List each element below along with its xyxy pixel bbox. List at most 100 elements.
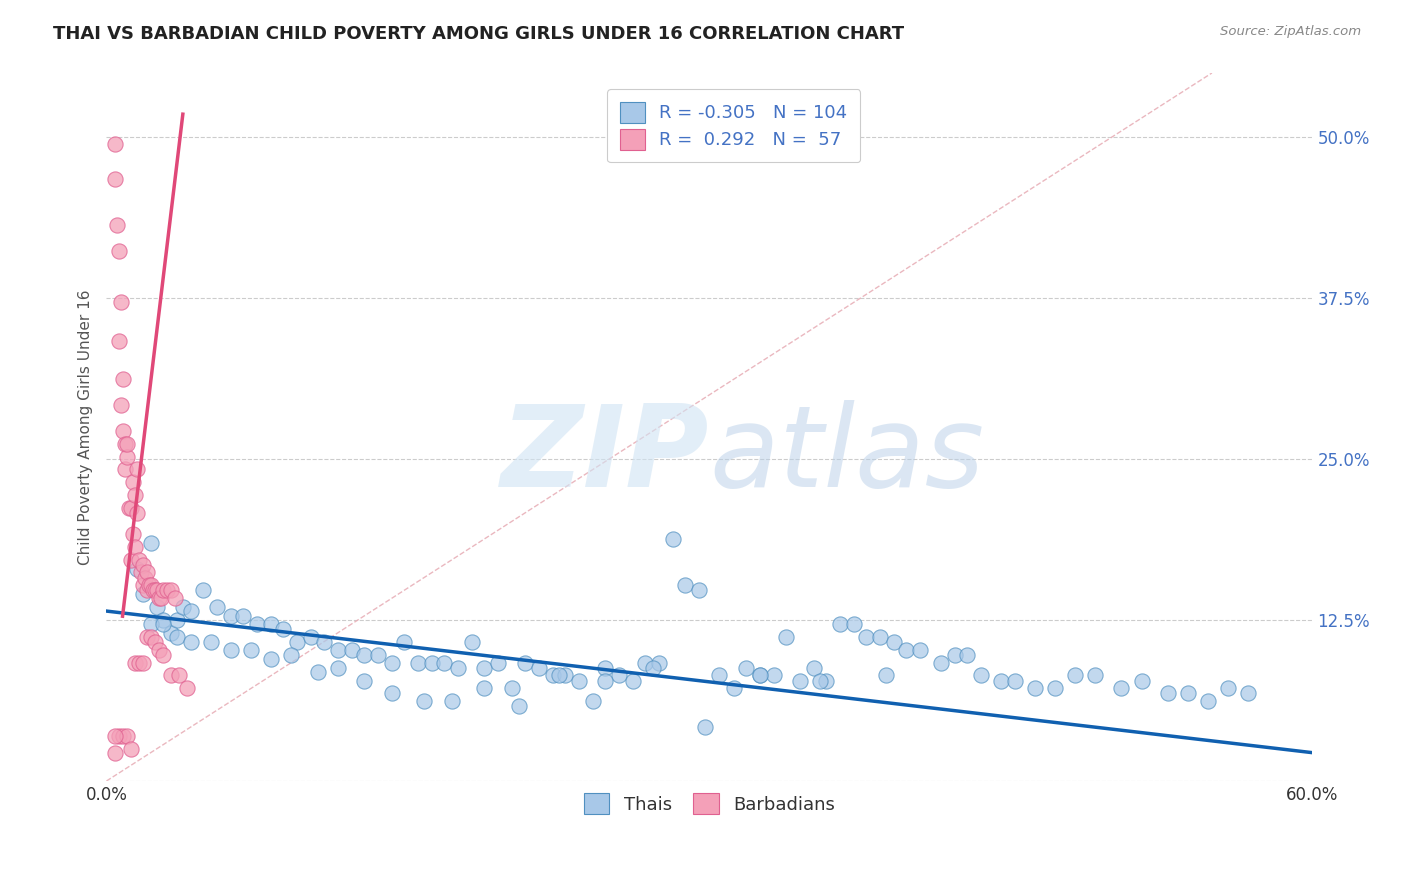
Point [662, 532, 685, 546]
Point [103, 171, 125, 186]
Point [117, 501, 139, 516]
Point [260, 616, 283, 631]
Point [138, 578, 160, 592]
Point [593, 673, 616, 688]
Legend: Thais, Barbadians: Thais, Barbadians [574, 782, 846, 825]
Point [413, 694, 436, 708]
Point [152, 613, 174, 627]
Point [441, 694, 464, 708]
Point [135, 566, 157, 580]
Point [406, 656, 429, 670]
Point [149, 591, 172, 606]
Point [1111, 681, 1133, 696]
Text: THAI VS BARBADIAN CHILD POVERTY AMONG GIRLS UNDER 16 CORRELATION CHART: THAI VS BARBADIAN CHILD POVERTY AMONG GI… [53, 25, 904, 43]
Point [568, 673, 591, 688]
Point [956, 648, 979, 662]
Point [124, 656, 146, 670]
Point [896, 642, 918, 657]
Point [1064, 668, 1087, 682]
Point [124, 488, 146, 502]
Point [648, 656, 671, 670]
Point [219, 642, 242, 657]
Point [527, 661, 550, 675]
Point [115, 729, 138, 743]
Point [145, 583, 167, 598]
Point [167, 668, 190, 682]
Point [748, 668, 770, 682]
Point [508, 699, 530, 714]
Point [120, 552, 142, 566]
Point [125, 506, 148, 520]
Point [219, 609, 242, 624]
Point [420, 656, 443, 670]
Point [152, 583, 174, 598]
Point [131, 578, 153, 592]
Point [280, 648, 302, 662]
Point [131, 558, 153, 572]
Point [111, 424, 134, 438]
Point [910, 642, 932, 657]
Point [128, 656, 150, 670]
Point [461, 635, 484, 649]
Point [139, 578, 162, 592]
Point [1177, 686, 1199, 700]
Point [163, 591, 186, 606]
Point [110, 398, 132, 412]
Point [131, 587, 153, 601]
Point [121, 475, 143, 490]
Point [814, 673, 837, 688]
Point [513, 656, 536, 670]
Point [142, 583, 165, 598]
Point [312, 635, 335, 649]
Point [723, 681, 745, 696]
Point [107, 729, 129, 743]
Point [129, 566, 152, 580]
Point [990, 673, 1012, 688]
Point [114, 462, 136, 476]
Point [111, 729, 134, 743]
Point [139, 536, 162, 550]
Point [191, 583, 214, 598]
Point [844, 616, 866, 631]
Point [734, 661, 756, 675]
Point [103, 746, 125, 760]
Point [472, 661, 495, 675]
Point [115, 436, 138, 450]
Point [246, 616, 269, 631]
Point [166, 630, 188, 644]
Text: ZIP: ZIP [501, 400, 710, 511]
Point [433, 656, 456, 670]
Point [107, 244, 129, 258]
Point [1084, 668, 1107, 682]
Point [1197, 694, 1219, 708]
Point [695, 720, 717, 734]
Y-axis label: Child Poverty Among Girls Under 16: Child Poverty Among Girls Under 16 [79, 289, 93, 565]
Point [145, 600, 167, 615]
Point [1216, 681, 1239, 696]
Point [353, 673, 375, 688]
Point [593, 661, 616, 675]
Point [709, 668, 731, 682]
Point [115, 450, 138, 464]
Point [180, 604, 202, 618]
Point [148, 642, 170, 657]
Point [125, 462, 148, 476]
Point [125, 561, 148, 575]
Point [353, 648, 375, 662]
Point [381, 656, 404, 670]
Point [103, 729, 125, 743]
Point [111, 372, 134, 386]
Point [1004, 673, 1026, 688]
Point [875, 668, 897, 682]
Point [748, 668, 770, 682]
Point [159, 626, 181, 640]
Point [541, 668, 564, 682]
Point [131, 656, 153, 670]
Point [970, 668, 993, 682]
Point [134, 571, 156, 585]
Point [381, 686, 404, 700]
Point [1157, 686, 1180, 700]
Text: atlas: atlas [710, 400, 984, 511]
Point [232, 609, 254, 624]
Point [143, 635, 166, 649]
